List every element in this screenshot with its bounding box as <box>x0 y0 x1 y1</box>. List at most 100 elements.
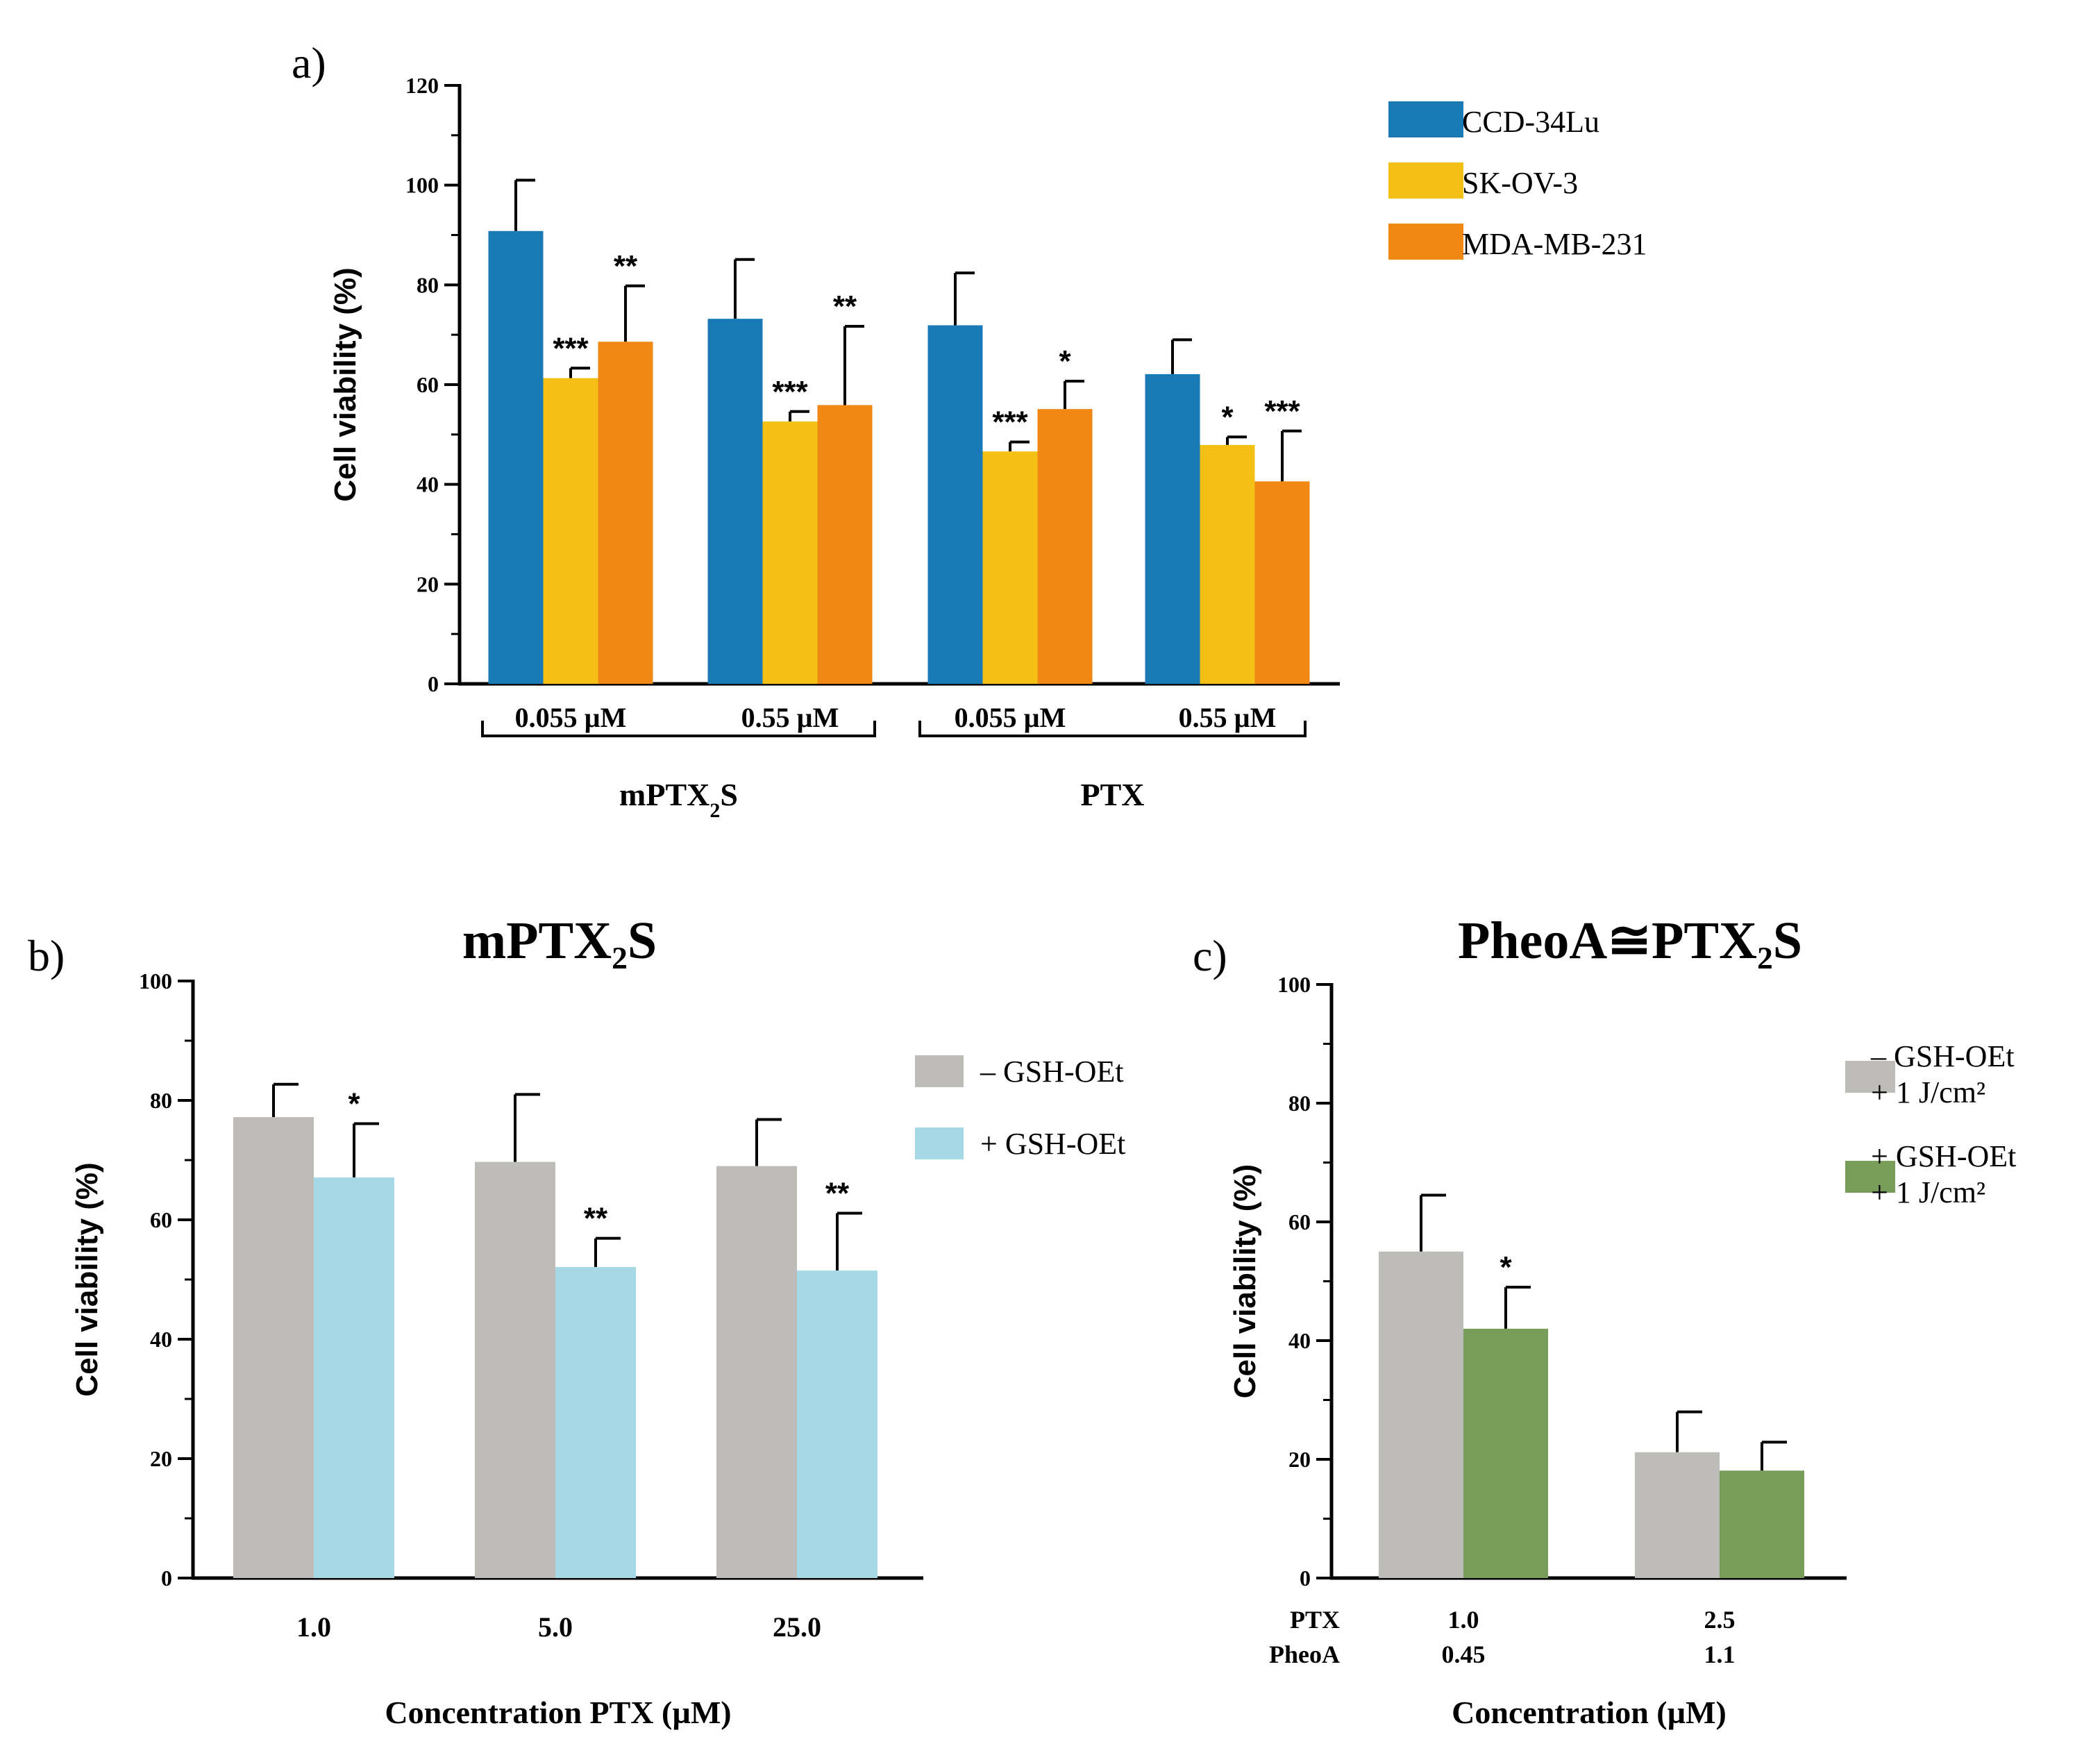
y-tick-label: 100 <box>139 968 172 993</box>
bar-ccd-34lu <box>1145 374 1200 684</box>
bar--gsh-oet <box>475 1161 555 1578</box>
legend-swatch <box>1388 101 1463 137</box>
legend-swatch <box>1845 1061 1895 1093</box>
bar-ccd-34lu <box>927 325 983 685</box>
y-tick-label: 0 <box>1300 1566 1311 1591</box>
significance-label: * <box>1500 1250 1512 1284</box>
y-tick-label: 20 <box>150 1446 172 1471</box>
legend-swatch <box>1845 1161 1895 1193</box>
legend-label: – GSH-OEt <box>980 1055 1124 1089</box>
y-tick-label: 60 <box>417 372 439 397</box>
group-bracket <box>481 721 876 737</box>
chart-title: mPTX₂S <box>462 912 657 970</box>
significance-label: *** <box>553 331 589 365</box>
legend-swatch <box>915 1127 964 1159</box>
group-label: mPTX2S <box>619 777 738 822</box>
x-tick-label-ptx: 1.0 <box>1448 1606 1479 1634</box>
y-tick-label: 120 <box>405 73 439 98</box>
significance-label: * <box>1221 400 1234 434</box>
legend-label: – GSH-OEt <box>1870 1039 2015 1073</box>
bar-mda-mb-231 <box>598 342 653 684</box>
legend-swatch <box>1388 162 1463 199</box>
bar-ccd-34lu <box>707 319 763 684</box>
x-axis-label: Concentration PTX (µM) <box>385 1695 731 1730</box>
y-tick-label: 100 <box>1277 972 1311 997</box>
bar-ccd-34lu <box>488 230 544 685</box>
legend-swatch <box>1388 224 1463 260</box>
y-tick-label: 60 <box>150 1207 172 1232</box>
x-tick-label: 0.55 µM <box>1179 702 1277 733</box>
x-tick-label: 0.055 µM <box>955 702 1066 733</box>
y-axis-label: Cell viability (%) <box>70 1162 104 1396</box>
bar--gsh-oet <box>716 1166 797 1578</box>
legend-label: CCD-34Lu <box>1462 105 1599 139</box>
panel-a-chart: a)Cell viability (%)020406080100120*****… <box>292 38 1647 822</box>
bar-mda-mb-231 <box>817 405 873 684</box>
y-axis-label: Cell viability (%) <box>1228 1164 1262 1398</box>
row-label: PTX <box>1290 1606 1340 1634</box>
significance-label: ** <box>584 1202 608 1236</box>
legend-label-line2: + 1 J/cm² <box>1871 1075 1985 1109</box>
y-tick-label: 60 <box>1288 1209 1311 1234</box>
y-tick-label: 40 <box>417 472 439 497</box>
bar--gsh-oet <box>1635 1452 1720 1578</box>
bar--gsh-oet <box>1379 1251 1463 1578</box>
legend-label: SK-OV-3 <box>1462 166 1578 200</box>
x-tick-label-pheoa: 0.45 <box>1442 1641 1486 1668</box>
y-tick-label: 0 <box>161 1566 172 1591</box>
x-tick-label-pheoa: 1.1 <box>1704 1641 1736 1668</box>
bar--gsh-oet <box>1720 1470 1804 1578</box>
significance-label: ** <box>614 249 638 283</box>
x-tick-label-ptx: 2.5 <box>1704 1606 1736 1634</box>
chart-title: PheoA≅PTX₂S <box>1458 912 1802 970</box>
significance-label: ** <box>833 290 857 324</box>
x-axis-label: Concentration (µM) <box>1452 1695 1727 1730</box>
bar-mda-mb-231 <box>1037 409 1093 684</box>
x-tick-label: 0.055 µM <box>515 702 627 733</box>
significance-label: *** <box>1264 394 1300 428</box>
significance-label: * <box>348 1087 360 1121</box>
panel-letter: a) <box>292 38 326 87</box>
panel-letter: b) <box>28 931 65 980</box>
significance-label: * <box>1059 344 1071 378</box>
row-label: PheoA <box>1269 1641 1340 1668</box>
y-tick-label: 0 <box>428 671 439 696</box>
y-tick-label: 40 <box>1288 1328 1311 1353</box>
bar--gsh-oet <box>555 1266 636 1578</box>
panel-letter: c) <box>1193 931 1227 980</box>
legend-label: MDA-MB-231 <box>1462 227 1647 261</box>
x-tick-label: 1.0 <box>296 1611 331 1643</box>
significance-label: *** <box>992 405 1028 439</box>
bar-sk-ov-3 <box>982 451 1038 684</box>
legend-label: + GSH-OEt <box>1871 1139 2016 1173</box>
bar-mda-mb-231 <box>1254 481 1310 684</box>
y-tick-label: 80 <box>150 1088 172 1113</box>
panel-c-chart: c) PheoA≅PTX₂S Cell viability (%) 0 20 40 60 80… <box>1193 912 2016 1730</box>
significance-label: ** <box>825 1177 850 1211</box>
y-tick-label: 80 <box>1288 1091 1311 1116</box>
x-tick-label: 25.0 <box>773 1611 821 1643</box>
x-tick-label: 5.0 <box>538 1611 573 1643</box>
bar--gsh-oet <box>1463 1328 1548 1578</box>
group-bracket <box>918 721 1307 737</box>
legend-label-line2: + 1 J/cm² <box>1871 1175 1985 1209</box>
y-tick-label: 20 <box>417 571 439 596</box>
y-tick-label: 80 <box>417 272 439 297</box>
bar-sk-ov-3 <box>762 421 818 684</box>
bar-sk-ov-3 <box>1200 444 1255 684</box>
significance-label: *** <box>772 375 808 409</box>
y-tick-label: 40 <box>150 1327 172 1352</box>
y-axis-label: Cell viability (%) <box>328 267 362 501</box>
bar--gsh-oet <box>233 1117 314 1578</box>
bar-sk-ov-3 <box>543 378 598 684</box>
x-tick-label: 0.55 µM <box>741 702 839 733</box>
bar--gsh-oet <box>797 1270 877 1578</box>
legend-swatch <box>915 1055 964 1087</box>
group-label: PTX <box>1081 777 1145 812</box>
bar--gsh-oet <box>314 1177 394 1578</box>
legend-label: + GSH-OEt <box>980 1127 1125 1161</box>
y-tick-label: 20 <box>1288 1447 1311 1472</box>
panel-b-chart: b) mPTX₂S Cell viability (%) 0 20 40 60 80 100 * 1… <box>28 912 1125 1730</box>
y-tick-label: 100 <box>405 173 439 198</box>
